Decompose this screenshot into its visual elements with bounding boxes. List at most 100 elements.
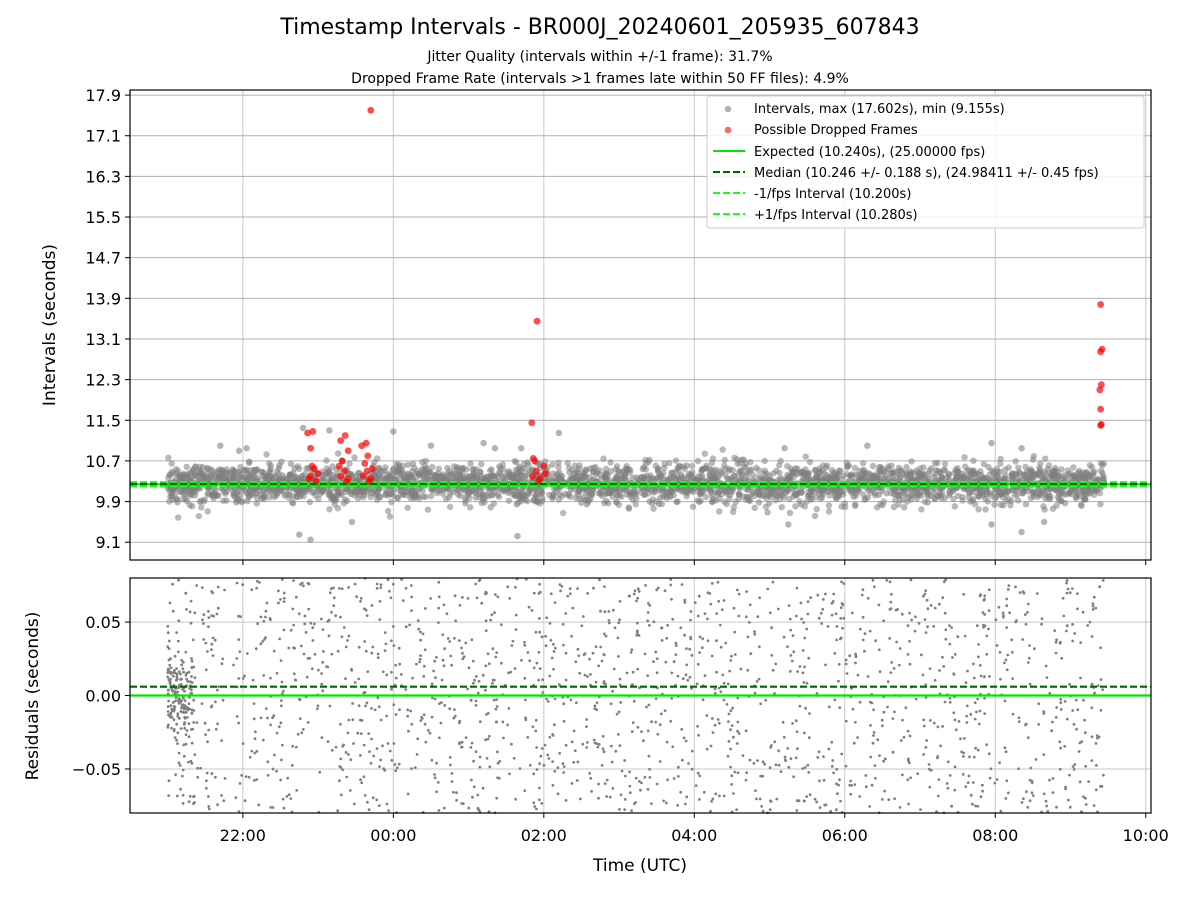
residual-point [176, 731, 180, 735]
interval-point [927, 492, 935, 499]
residual-point [705, 747, 709, 751]
interval-point [1097, 501, 1104, 508]
residual-point [1090, 759, 1094, 762]
residual-point [792, 650, 796, 654]
interval-point [1054, 494, 1062, 501]
residual-point [390, 639, 393, 643]
interval-point [253, 500, 260, 507]
residual-point [683, 802, 687, 806]
residual-point [677, 775, 680, 778]
interval-point [921, 470, 928, 478]
interval-point [625, 505, 633, 512]
interval-point [393, 461, 400, 468]
residual-point [878, 754, 881, 757]
residual-point [646, 611, 650, 614]
residual-point [607, 610, 611, 613]
residual-point [838, 706, 842, 709]
interval-point [982, 506, 989, 513]
interval-point [524, 491, 531, 498]
residual-point [448, 756, 452, 759]
interval-point [660, 486, 667, 493]
residual-point [363, 690, 367, 694]
interval-point [778, 504, 785, 511]
interval-point [749, 471, 757, 479]
residual-point [203, 721, 207, 725]
residual-point [834, 612, 838, 616]
residual-point [309, 621, 313, 625]
residual-point [652, 660, 655, 664]
residual-point [1010, 650, 1014, 654]
residual-point [171, 701, 175, 704]
residual-point [801, 767, 805, 770]
residual-point [220, 662, 224, 666]
residual-point [755, 680, 759, 683]
residual-point [1005, 604, 1009, 608]
residual-point [207, 616, 211, 619]
residual-point [871, 741, 875, 745]
residual-point [759, 702, 763, 706]
residual-point [327, 634, 331, 638]
residual-point [987, 588, 991, 592]
residual-point [362, 775, 366, 779]
interval-point [454, 491, 462, 498]
residual-point [413, 766, 417, 769]
interval-point [207, 466, 214, 473]
residual-point [553, 697, 557, 701]
residual-point [715, 639, 718, 643]
residual-point [710, 654, 714, 658]
residual-point [605, 795, 608, 798]
residual-point [423, 648, 427, 652]
interval-point [396, 466, 404, 473]
residual-point [603, 585, 606, 588]
residual-point [386, 742, 390, 745]
residual-point [514, 628, 518, 631]
residual-point [863, 649, 866, 653]
residual-point [551, 760, 554, 763]
interval-point [266, 472, 273, 480]
interval-point [399, 491, 407, 498]
residual-point [892, 667, 896, 670]
residual-point [1004, 797, 1008, 800]
residual-point [634, 801, 637, 804]
residual-point [255, 586, 259, 590]
residual-point [189, 621, 193, 625]
interval-point [352, 489, 359, 496]
residual-point [1026, 661, 1030, 664]
residual-point [883, 757, 887, 761]
residual-point [375, 747, 379, 750]
residual-point [211, 636, 215, 640]
interval-point [466, 473, 474, 480]
residual-point [971, 662, 975, 666]
residual-point [302, 652, 306, 656]
interval-point [864, 442, 871, 449]
residual-point [385, 802, 389, 806]
residual-point [386, 578, 390, 582]
residual-point [1058, 767, 1062, 771]
residual-point [665, 636, 669, 640]
residual-point [235, 657, 239, 660]
interval-point [607, 489, 614, 496]
residual-point [837, 679, 840, 683]
residual-point [471, 795, 474, 799]
residual-point [789, 757, 793, 761]
residual-point [220, 794, 223, 797]
residual-point [534, 718, 538, 722]
residual-point [1063, 700, 1067, 703]
residual-point [472, 785, 476, 789]
residual-point [304, 631, 308, 634]
residual-point [676, 674, 680, 678]
interval-point [654, 466, 661, 473]
residual-point [474, 582, 478, 586]
residual-point [618, 744, 622, 747]
interval-point [777, 457, 784, 465]
residual-point [833, 652, 837, 655]
interval-point [626, 469, 634, 476]
residual-point [800, 617, 803, 621]
residual-point [535, 746, 538, 749]
residual-point [527, 605, 531, 609]
interval-point [1030, 473, 1037, 481]
residual-point [1101, 579, 1105, 582]
residual-point [424, 740, 428, 744]
residual-point [255, 750, 259, 753]
